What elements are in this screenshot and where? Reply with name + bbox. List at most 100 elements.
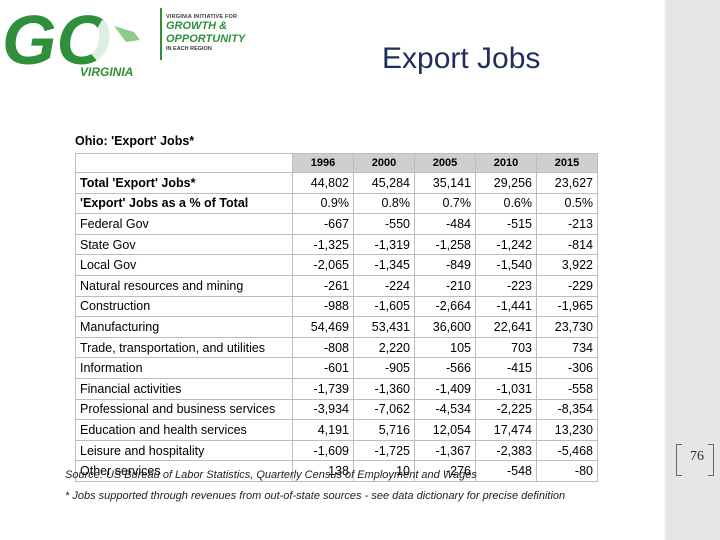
export-jobs-table-panel: Ohio: 'Export' Jobs* 1996 2000 2005 2010 201…: [65, 132, 620, 508]
value-cell: -1,441: [475, 295, 537, 318]
value-cell: -1,360: [353, 377, 415, 400]
table-row: Construction -988 -1,605 -2,664 -1,441 -1,965: [75, 295, 598, 318]
value-cell: -4,534: [414, 398, 476, 421]
row-label: Leisure and hospitality: [75, 439, 293, 462]
logo-tagline-growth: GROWTH &: [166, 20, 228, 32]
value-cell: 44,802: [292, 172, 354, 194]
value-cell: -8,354: [536, 398, 598, 421]
year-header: 2015: [536, 153, 598, 173]
logo-tagline: VIRGINIA INITIATIVE FOR GROWTH & OPPORTU…: [166, 14, 286, 52]
table-row: Federal Gov -667 -550 -484 -515 -213: [75, 213, 598, 235]
value-cell: 0.7%: [414, 192, 476, 215]
value-cell: 4,191: [292, 419, 354, 441]
row-label: Professional and business services: [75, 398, 293, 421]
value-cell: -306: [536, 357, 598, 379]
table-row: Information -601 -905 -566 -415 -306: [75, 357, 598, 379]
value-cell: -1,409: [414, 377, 476, 400]
value-cell: -224: [353, 274, 415, 297]
value-cell: 138: [292, 460, 354, 482]
value-cell: -276: [414, 460, 476, 482]
value-cell: 36,600: [414, 316, 476, 338]
row-label: Construction: [75, 295, 293, 318]
value-cell: -548: [475, 460, 537, 482]
value-cell: -566: [414, 357, 476, 379]
export-jobs-table: 1996 2000 2005 2010 2015 Total 'Export' Jobs*…: [75, 153, 598, 482]
value-cell: -1,965: [536, 295, 598, 318]
value-cell: 22,641: [475, 316, 537, 338]
virginia-state-shape: [86, 20, 152, 62]
value-cell: 105: [414, 336, 476, 359]
table-row: 'Export' Jobs as a % of Total 0.9% 0.8% 0.7…: [75, 192, 598, 215]
page-number-bracket-right: [708, 444, 714, 476]
row-label: Information: [75, 357, 293, 379]
value-cell: -1,031: [475, 377, 537, 400]
row-label: Federal Gov: [75, 213, 293, 235]
row-label: State Gov: [75, 233, 293, 256]
value-cell: -808: [292, 336, 354, 359]
value-cell: 23,627: [536, 172, 598, 194]
value-cell: -601: [292, 357, 354, 379]
year-header: 1996: [292, 153, 354, 173]
value-cell: -261: [292, 274, 354, 297]
table-row: Local Gov -2,065 -1,345 -849 -1,540 3,922: [75, 254, 598, 276]
value-cell: -210: [414, 274, 476, 297]
value-cell: -667: [292, 213, 354, 235]
value-cell: -849: [414, 254, 476, 276]
table-row: Education and health services 4,191 5,716 1…: [75, 419, 598, 441]
value-cell: 0.6%: [475, 192, 537, 215]
table-row: Leisure and hospitality -1,609 -1,725 -1,36…: [75, 439, 598, 462]
value-cell: -1,725: [353, 439, 415, 462]
value-cell: 29,256: [475, 172, 537, 194]
row-label: Natural resources and mining: [75, 274, 293, 297]
value-cell: 0.5%: [536, 192, 598, 215]
row-label: Total 'Export' Jobs*: [75, 172, 293, 194]
value-cell: 703: [475, 336, 537, 359]
value-cell: -7,062: [353, 398, 415, 421]
table-row: Natural resources and mining -261 -224 -210…: [75, 274, 598, 297]
year-header: 2010: [475, 153, 537, 173]
source-note: Source: US Bureau of Labor Statistics, Q…: [65, 469, 477, 481]
logo-tagline-opportunity: OPPORTUNITY: [166, 33, 246, 45]
row-label: Financial activities: [75, 377, 293, 400]
value-cell: 2,220: [353, 336, 415, 359]
row-label: Manufacturing: [75, 316, 293, 338]
value-cell: -1,242: [475, 233, 537, 256]
value-cell: 35,141: [414, 172, 476, 194]
value-cell: -80: [536, 460, 598, 482]
table-row: Trade, transportation, and utilities -808…: [75, 336, 598, 359]
page-number-bracket-left: [676, 444, 682, 476]
value-cell: 0.8%: [353, 192, 415, 215]
value-cell: 23,730: [536, 316, 598, 338]
row-label: Trade, transportation, and utilities: [75, 336, 293, 359]
value-cell: -988: [292, 295, 354, 318]
value-cell: 45,284: [353, 172, 415, 194]
value-cell: -1,540: [475, 254, 537, 276]
value-cell: -2,065: [292, 254, 354, 276]
logo-divider: [160, 8, 162, 60]
logo-accent-shape: [114, 26, 140, 42]
value-cell: -2,664: [414, 295, 476, 318]
value-cell: -415: [475, 357, 537, 379]
row-label: Other services: [75, 460, 293, 482]
slide-title: Export Jobs: [382, 42, 541, 75]
value-cell: -213: [536, 213, 598, 235]
value-cell: 54,469: [292, 316, 354, 338]
value-cell: 5,716: [353, 419, 415, 441]
page-number: 76: [690, 449, 704, 464]
year-header: 2005: [414, 153, 476, 173]
value-cell: 13,230: [536, 419, 598, 441]
value-cell: 734: [536, 336, 598, 359]
row-label: Education and health services: [75, 419, 293, 441]
value-cell: 3,922: [536, 254, 598, 276]
value-cell: -1,367: [414, 439, 476, 462]
row-label: Local Gov: [75, 254, 293, 276]
year-header: 2000: [353, 153, 415, 173]
footnote: * Jobs supported through revenues from o…: [65, 490, 566, 502]
value-cell: -814: [536, 233, 598, 256]
table-row: Financial activities -1,739 -1,360 -1,409 -1…: [75, 377, 598, 400]
logo-tagline-tail: IN EACH REGION: [166, 46, 212, 52]
value-cell: -1,609: [292, 439, 354, 462]
table-row: Other services 138 10 -276 -548 -80: [75, 460, 598, 482]
value-cell: -229: [536, 274, 598, 297]
value-cell: -2,383: [475, 439, 537, 462]
